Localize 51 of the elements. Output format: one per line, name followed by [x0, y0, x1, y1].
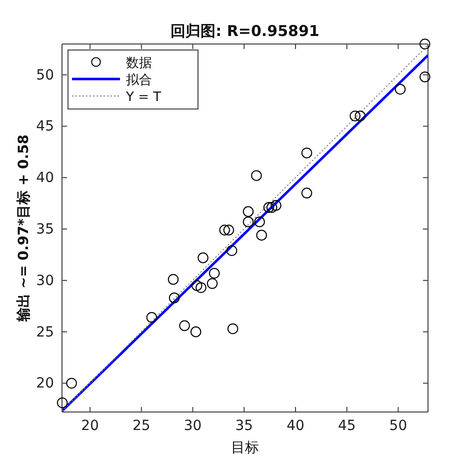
y-tick-label: 50 — [36, 67, 54, 84]
legend-label: 数据 — [126, 56, 152, 71]
point — [168, 274, 179, 285]
point — [270, 200, 282, 211]
chart-title: 回归图: R=0.95891 — [170, 22, 320, 40]
y-tick-label: 25 — [36, 324, 54, 340]
x-axis-title: 目标 — [231, 440, 259, 456]
point — [227, 323, 238, 334]
point — [420, 38, 430, 50]
point — [191, 280, 202, 291]
point — [242, 206, 254, 217]
y-tick-label: 35 — [36, 222, 54, 238]
point — [354, 110, 366, 122]
point — [196, 282, 206, 293]
y-tick-label: 40 — [36, 170, 54, 186]
x-tick-label: 35 — [235, 418, 254, 434]
x-tick-label: 40 — [286, 418, 304, 434]
x-tick-label: 30 — [184, 418, 202, 434]
point — [254, 216, 265, 228]
point — [256, 230, 267, 241]
point — [168, 292, 180, 304]
point — [198, 252, 208, 264]
point — [301, 148, 312, 158]
legend-label: Y = T — [125, 90, 162, 105]
point — [242, 216, 254, 228]
legend-label: 拟合 — [126, 73, 152, 88]
point — [219, 224, 230, 236]
x-tick-label: 45 — [338, 418, 356, 434]
point — [208, 268, 220, 279]
point — [266, 202, 278, 213]
y-tick-label: 45 — [36, 118, 54, 135]
point — [206, 278, 218, 289]
point — [179, 320, 190, 332]
point — [350, 110, 360, 122]
point — [251, 170, 262, 181]
point — [66, 378, 77, 389]
point — [223, 224, 234, 236]
point — [56, 397, 68, 408]
x-tick-label: 50 — [389, 418, 408, 434]
point — [420, 72, 430, 82]
point — [190, 326, 202, 338]
point — [146, 312, 158, 323]
x-tick-label: 20 — [81, 418, 99, 434]
y-tick-label: 30 — [36, 272, 54, 289]
y-axis-title: 输出 ~= 0.97*目标 + 0.58 — [16, 134, 32, 323]
y-tick-label: 20 — [36, 376, 54, 392]
x-tick-label: 25 — [132, 418, 150, 434]
point — [301, 188, 312, 198]
point — [226, 245, 238, 256]
point — [263, 202, 274, 213]
point — [394, 84, 406, 95]
